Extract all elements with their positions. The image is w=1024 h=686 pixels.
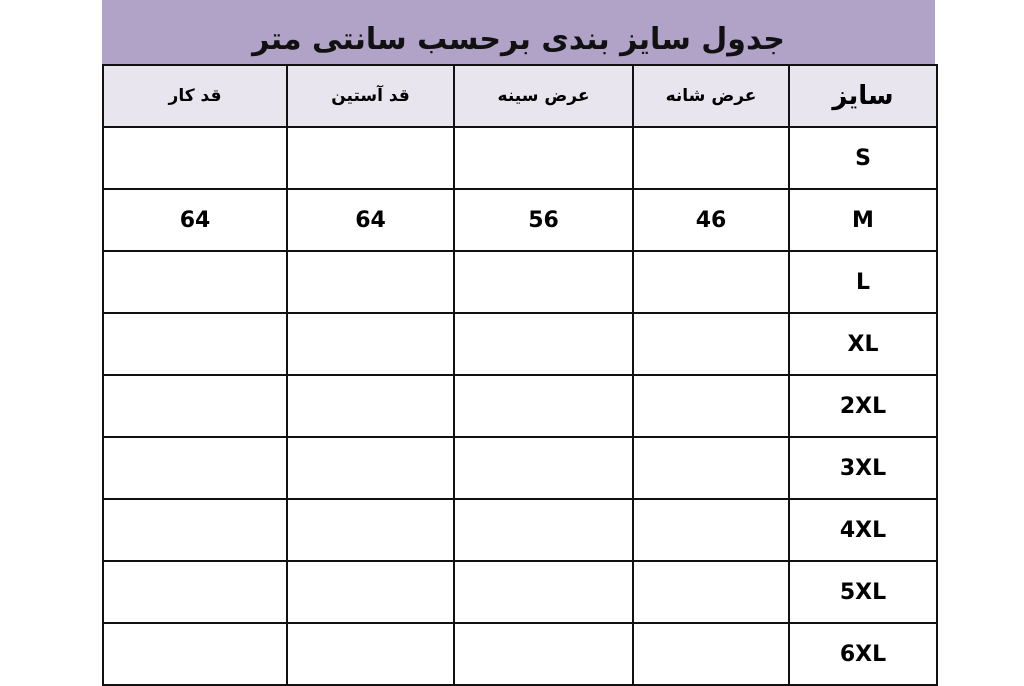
sleeve-cell	[286, 622, 455, 686]
size-cell: XL	[788, 312, 938, 376]
shoulder-cell	[632, 560, 790, 624]
header-shoulder: عرض شانه	[632, 64, 790, 128]
sleeve-cell	[286, 312, 455, 376]
length-cell	[102, 498, 288, 562]
table-row: 5XL	[102, 560, 938, 624]
chest-cell	[453, 312, 634, 376]
shoulder-cell	[632, 622, 790, 686]
length-cell	[102, 374, 288, 438]
header-row: قد کار قد آستین عرض سینه عرض شانه سایز	[102, 64, 938, 128]
table-row: 64 64 56 46 M	[102, 188, 938, 252]
length-cell: 64	[102, 188, 288, 252]
shoulder-cell	[632, 250, 790, 314]
chest-cell	[453, 374, 634, 438]
size-cell: 5XL	[788, 560, 938, 624]
chest-cell	[453, 498, 634, 562]
chest-cell	[453, 622, 634, 686]
length-cell	[102, 126, 288, 190]
chest-cell: 56	[453, 188, 634, 252]
length-cell	[102, 622, 288, 686]
size-cell: 2XL	[788, 374, 938, 438]
table-row: 3XL	[102, 436, 938, 500]
shoulder-cell: 46	[632, 188, 790, 252]
table-row: L	[102, 250, 938, 314]
shoulder-cell	[632, 498, 790, 562]
sleeve-cell	[286, 374, 455, 438]
sleeve-cell	[286, 126, 455, 190]
header-size: سایز	[788, 64, 938, 128]
sleeve-cell	[286, 560, 455, 624]
length-cell	[102, 560, 288, 624]
size-table: قد کار قد آستین عرض سینه عرض شانه سایز S…	[102, 64, 938, 686]
size-cell: 6XL	[788, 622, 938, 686]
table-row: S	[102, 126, 938, 190]
shoulder-cell	[632, 312, 790, 376]
chest-cell	[453, 250, 634, 314]
sleeve-cell	[286, 250, 455, 314]
page-title: جدول سایز بندی برحسب سانتی متر	[252, 21, 785, 57]
size-cell: L	[788, 250, 938, 314]
length-cell	[102, 436, 288, 500]
size-cell: 3XL	[788, 436, 938, 500]
size-cell: 4XL	[788, 498, 938, 562]
shoulder-cell	[632, 436, 790, 500]
table-row: 4XL	[102, 498, 938, 562]
header-chest: عرض سینه	[453, 64, 634, 128]
length-cell	[102, 250, 288, 314]
size-cell: S	[788, 126, 938, 190]
table-row: XL	[102, 312, 938, 376]
length-cell	[102, 312, 288, 376]
chest-cell	[453, 436, 634, 500]
chest-cell	[453, 560, 634, 624]
sleeve-cell	[286, 498, 455, 562]
chest-cell	[453, 126, 634, 190]
shoulder-cell	[632, 374, 790, 438]
header-sleeve: قد آستین	[286, 64, 455, 128]
table-row: 2XL	[102, 374, 938, 438]
sleeve-cell	[286, 436, 455, 500]
table-row: 6XL	[102, 622, 938, 686]
sleeve-cell: 64	[286, 188, 455, 252]
title-banner: جدول سایز بندی برحسب سانتی متر	[102, 0, 935, 64]
shoulder-cell	[632, 126, 790, 190]
size-cell: M	[788, 188, 938, 252]
header-length: قد کار	[102, 64, 288, 128]
